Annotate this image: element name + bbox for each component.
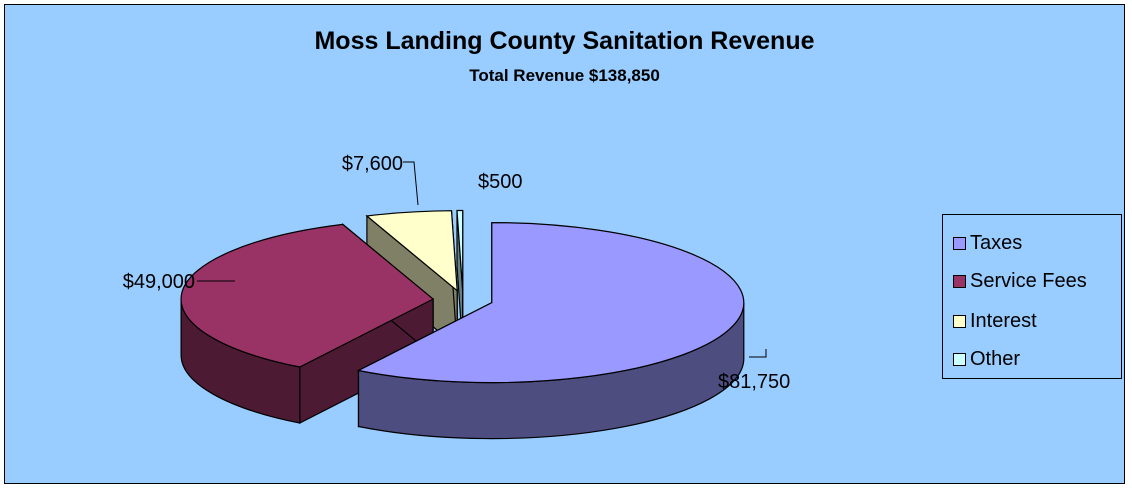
pie-slice-service-fees (180, 223, 435, 368)
legend-label-other: Other (970, 347, 1021, 370)
leader-line-interest (403, 161, 419, 206)
pie-slice-other (456, 209, 464, 291)
pie-slice-taxes (356, 221, 745, 384)
chart-title: Moss Landing County Sanitation Revenue (314, 27, 815, 55)
legend-item-interest: Interest (953, 309, 1037, 333)
legend-swatch-service-fees (953, 274, 966, 288)
leader-line-taxes (749, 349, 767, 358)
legend-label-service-fees: Service Fees (970, 269, 1087, 292)
legend-label-taxes: Taxes (970, 231, 1023, 254)
legend-label-interest: Interest (970, 309, 1037, 332)
legend: Taxes Service Fees Interest Other (942, 214, 1122, 379)
legend-item-other: Other (953, 347, 1020, 371)
legend-swatch-other (953, 352, 966, 366)
pie-slice-interest (365, 210, 458, 293)
legend-item-service-fees: Service Fees (953, 269, 1087, 293)
data-label-service-fees: $49,000 (123, 271, 195, 293)
legend-swatch-taxes (953, 236, 966, 250)
data-label-other: $500 (478, 171, 523, 193)
chart-subtitle: Total Revenue $138,850 (469, 66, 660, 85)
legend-swatch-interest (953, 314, 966, 328)
legend-item-taxes: Taxes (953, 231, 1022, 255)
data-label-taxes: $81,750 (718, 371, 790, 393)
data-label-interest: $7,600 (342, 153, 403, 175)
